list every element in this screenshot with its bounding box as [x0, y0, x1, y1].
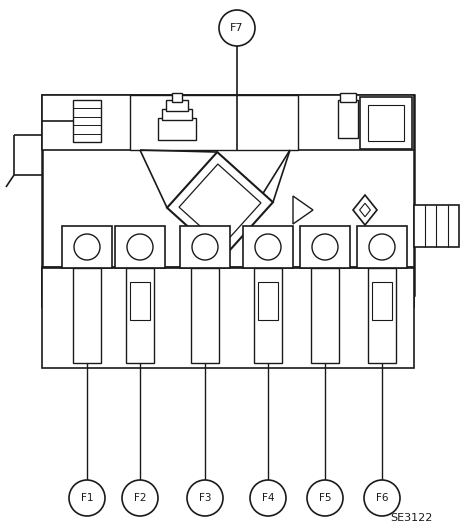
Circle shape — [192, 234, 218, 260]
Bar — [158, 118, 196, 140]
Bar — [42, 267, 414, 307]
Polygon shape — [179, 164, 261, 246]
Circle shape — [250, 480, 286, 516]
Bar — [357, 226, 407, 268]
Circle shape — [364, 480, 400, 516]
Circle shape — [307, 480, 343, 516]
Circle shape — [127, 234, 153, 260]
Text: F5: F5 — [319, 493, 331, 503]
Bar — [368, 268, 396, 363]
Bar — [311, 268, 339, 363]
Bar — [166, 100, 188, 111]
Text: SE3122: SE3122 — [390, 513, 432, 523]
Polygon shape — [293, 196, 313, 224]
Circle shape — [219, 10, 255, 46]
Bar — [126, 268, 154, 363]
Bar — [73, 100, 101, 142]
Bar — [368, 105, 404, 141]
Text: F4: F4 — [262, 493, 274, 503]
Circle shape — [255, 234, 281, 260]
Bar — [414, 205, 459, 247]
Bar — [191, 268, 219, 363]
Bar — [372, 282, 392, 320]
Bar — [115, 226, 165, 268]
Bar — [180, 226, 230, 268]
Circle shape — [369, 234, 395, 260]
Bar — [258, 282, 278, 320]
Bar — [42, 268, 414, 368]
Bar — [360, 97, 412, 149]
Circle shape — [69, 480, 105, 516]
Text: F1: F1 — [81, 493, 93, 503]
Bar — [162, 109, 192, 120]
Bar — [73, 268, 101, 363]
Circle shape — [74, 234, 100, 260]
Circle shape — [187, 480, 223, 516]
Polygon shape — [360, 203, 370, 217]
Bar — [254, 268, 282, 363]
Bar — [300, 226, 350, 268]
Bar — [42, 95, 414, 295]
Bar — [42, 95, 414, 150]
Circle shape — [312, 234, 338, 260]
Bar — [62, 226, 112, 268]
Bar — [130, 282, 150, 320]
Text: F6: F6 — [376, 493, 388, 503]
Bar — [338, 100, 358, 138]
Bar — [243, 226, 293, 268]
Text: F3: F3 — [199, 493, 211, 503]
Circle shape — [122, 480, 158, 516]
Bar — [130, 95, 298, 150]
Text: F7: F7 — [230, 23, 244, 33]
Bar — [340, 93, 356, 102]
Polygon shape — [167, 152, 273, 258]
Polygon shape — [353, 195, 377, 225]
Text: F2: F2 — [134, 493, 146, 503]
Bar — [172, 93, 182, 102]
